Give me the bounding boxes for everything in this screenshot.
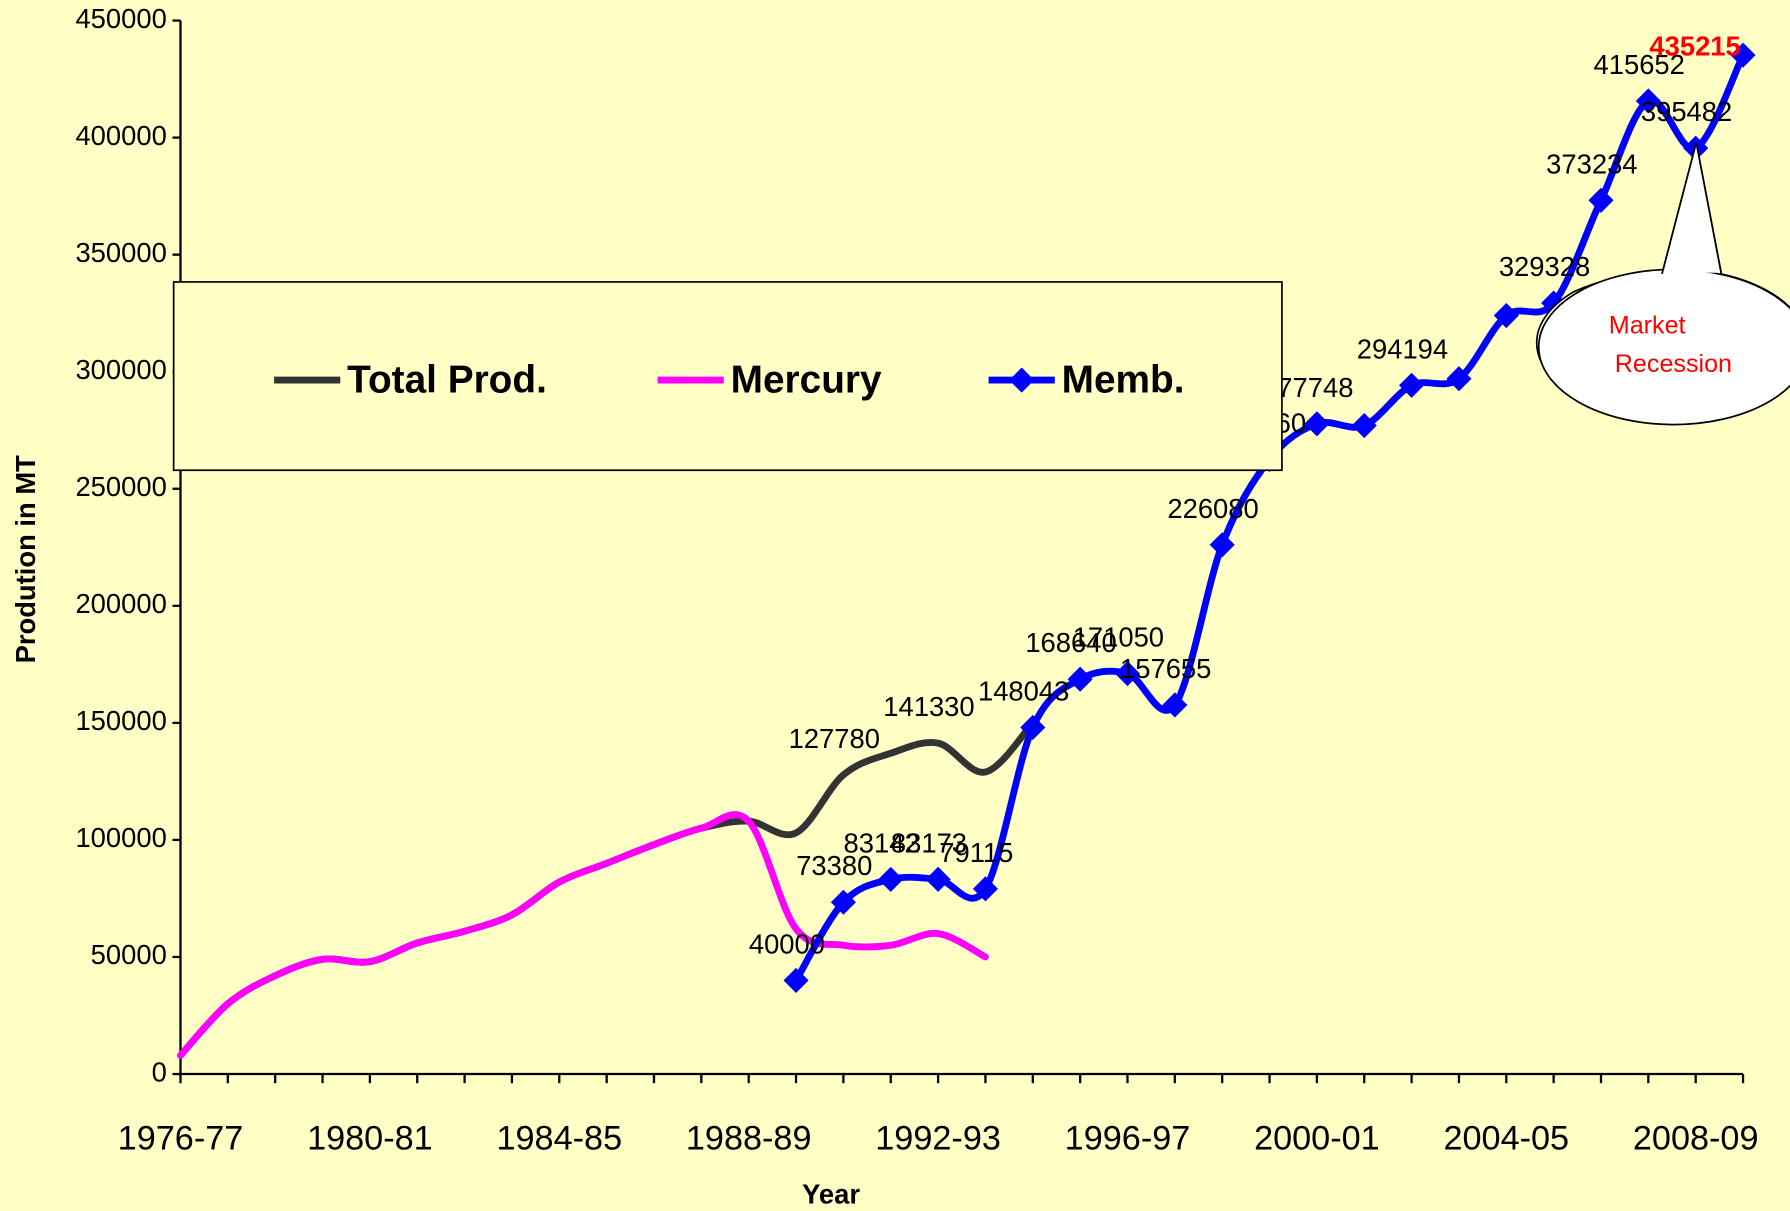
callout-body (1537, 268, 1790, 426)
data-label: 435215 (1649, 31, 1740, 62)
x-axis-title: Year (802, 1178, 860, 1209)
x-tick-label: 2004-05 (1443, 1119, 1569, 1157)
y-tick-label: 450000 (75, 3, 166, 34)
y-tick-label: 100000 (75, 822, 166, 853)
series-line (177, 811, 989, 1059)
callout-pointer (1661, 142, 1723, 275)
legend-box (172, 281, 1283, 472)
series-marker (1446, 366, 1472, 392)
callout-cover (1663, 142, 1721, 273)
y-axis-title: Prodution in MT (10, 455, 41, 664)
x-tick-label: 1984-85 (496, 1119, 622, 1157)
x-tick-label: 1992-93 (875, 1119, 1001, 1157)
series-marker (1493, 302, 1519, 329)
data-label: 40000 (749, 928, 825, 959)
data-label: 148043 (978, 675, 1069, 706)
data-label: 157655 (1120, 653, 1211, 684)
series-marker (1588, 187, 1614, 213)
data-label: 395482 (1641, 96, 1732, 127)
data-label: 79115 (939, 837, 1013, 868)
annotation-text: Market Recession (1609, 311, 1732, 378)
data-label: 415652 (1594, 49, 1685, 80)
x-tick-label: 1980-81 (307, 1119, 433, 1157)
data-label: 168640 (1025, 627, 1116, 658)
data-label: 127780 (789, 723, 880, 754)
series-marker (783, 967, 809, 993)
data-label: 141330 (883, 691, 974, 722)
legend-label: Total Prod. (347, 359, 547, 402)
data-label: 294194 (1357, 333, 1448, 364)
data-label: 373234 (1546, 148, 1637, 179)
data-label: 83173 (891, 827, 967, 858)
series-marker (1067, 666, 1093, 692)
series-marker (1730, 42, 1756, 68)
series-marker (1114, 661, 1141, 687)
legend-label: Mercury (731, 359, 882, 402)
series-marker (925, 866, 951, 892)
series-marker (972, 876, 999, 902)
y-tick-label: 300000 (75, 354, 166, 385)
y-tick-label: 400000 (75, 120, 166, 151)
y-tick-label: 0 (152, 1056, 167, 1087)
series-marker (830, 889, 856, 915)
annotation: Market Recession (1535, 142, 1790, 426)
x-tick-label: 2008-09 (1633, 1119, 1759, 1157)
series-marker (1399, 372, 1425, 398)
data-label: 83142 (844, 827, 920, 858)
series-line (177, 719, 1037, 1059)
y-tick-label: 250000 (75, 471, 166, 502)
legend: Total Prod. Mercury Memb. (172, 281, 1283, 472)
data-label: 73380 (796, 850, 872, 881)
legend-marker (1009, 367, 1035, 393)
y-tick-label: 150000 (75, 705, 166, 736)
data-label: 329328 (1499, 251, 1590, 282)
legend-label: Memb. (1062, 359, 1185, 402)
x-tick-label: 1988-89 (686, 1119, 812, 1157)
data-label: 226080 (1167, 493, 1258, 524)
y-tick-label: 50000 (91, 939, 167, 970)
y-tick-label: 350000 (75, 237, 166, 268)
x-tick-label: 1976-77 (118, 1119, 244, 1157)
y-tick-label: 200000 (75, 588, 166, 619)
series-marker (1209, 532, 1235, 558)
x-tick-label: 2000-01 (1254, 1119, 1380, 1157)
x-tick-label: 1996-97 (1065, 1119, 1191, 1157)
series-marker (1162, 692, 1188, 718)
data-label: 171050 (1073, 622, 1164, 653)
series-marker (1351, 412, 1377, 439)
series-marker (1304, 411, 1330, 437)
series-marker (878, 866, 904, 892)
series-marker (1635, 88, 1661, 114)
series-marker (1020, 714, 1046, 741)
